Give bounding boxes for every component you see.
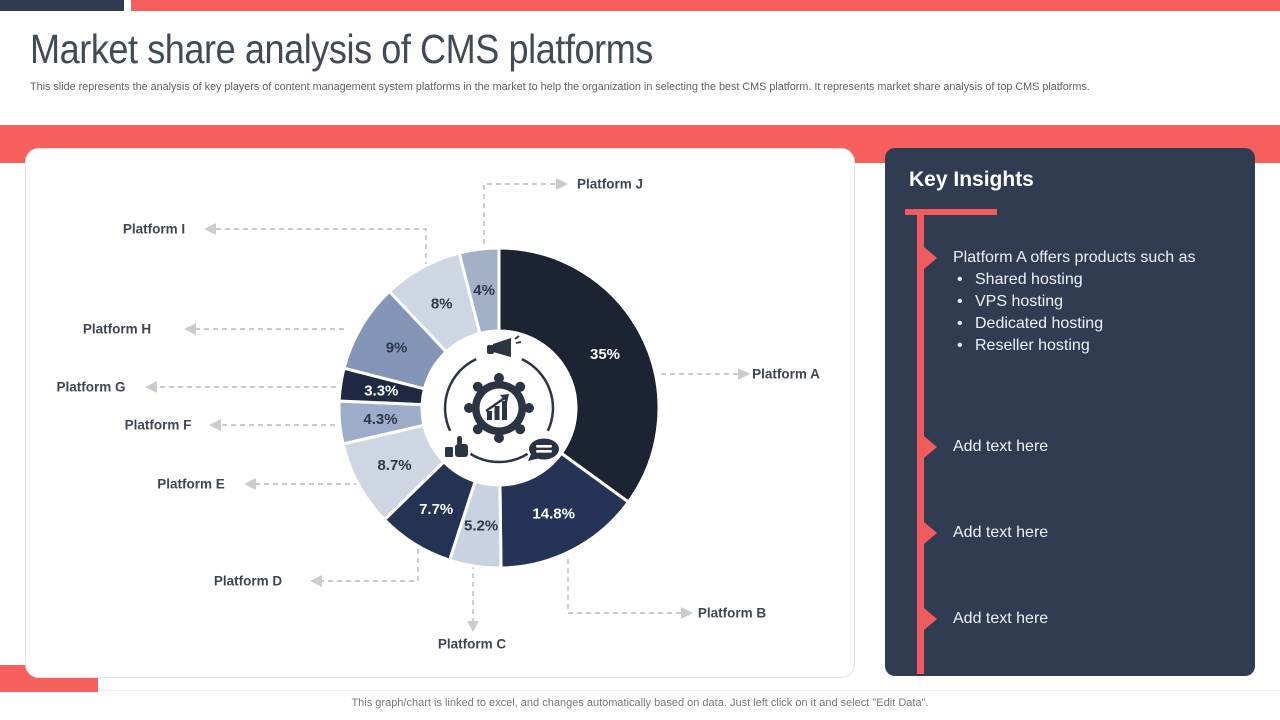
donut-segment-platform-a[interactable] (497, 246, 661, 504)
thumbs-up-glyph (445, 436, 468, 457)
megaphone-glyph (487, 335, 522, 357)
insight-item-placeholder-2[interactable]: Add text here (953, 524, 1049, 541)
label-platform-g: Platform G (56, 379, 126, 395)
insight-sub-item: VPS hosting (975, 291, 1215, 313)
segment-value-label: 8% (431, 296, 453, 313)
page-title: Market share analysis of CMS platforms (30, 26, 653, 72)
top-accent-red-bar (131, 0, 1280, 11)
insight-sub-list: Shared hostingVPS hostingDedicated hosti… (953, 269, 1215, 357)
cms-market-share-donut-chart[interactable]: 35% 14.8% 5.2% 7.7% 8.7% 4.3% 3.3% 9% 8% 4% (26, 149, 854, 677)
segment-value-label: 4.3% (363, 411, 397, 428)
segment-value-label: 7.7% (419, 501, 453, 518)
donut-chart-card[interactable]: 35% 14.8% 5.2% 7.7% 8.7% 4.3% 3.3% 9% 8% 4% (25, 148, 855, 678)
marketing-growth-gear-icon (443, 335, 559, 464)
insight-sub-item: Reseller hosting (975, 335, 1215, 357)
donut-segment-platform-j[interactable] (457, 246, 501, 335)
insight-sub-item: Dedicated hosting (975, 313, 1215, 335)
insight-sub-item: Shared hosting (975, 269, 1215, 291)
segment-value-label: 14.8% (532, 506, 575, 523)
key-insights-panel: Key Insights Platform A offers products … (885, 148, 1255, 676)
segment-value-label: 9% (386, 339, 408, 356)
insight-bullet-arrow (924, 247, 937, 269)
label-platform-c: Platform C (437, 636, 507, 652)
label-platform-h: Platform H (82, 321, 152, 337)
insights-accent-hbar (905, 209, 997, 215)
label-platform-f: Platform F (124, 417, 192, 433)
segment-value-label: 5.2% (464, 518, 498, 535)
label-platform-e: Platform E (157, 476, 225, 492)
segment-value-label: 35% (590, 346, 620, 363)
insight-item-platform-a: Platform A offers products such as Share… (953, 247, 1215, 357)
footer-divider (0, 690, 1280, 691)
segment-value-label: 3.3% (364, 382, 398, 399)
label-platform-b: Platform B (697, 605, 767, 621)
bar-chart-glyph (487, 401, 507, 420)
label-platform-d: Platform D (213, 573, 283, 589)
callout-leader-lines (145, 178, 750, 632)
key-insights-title: Key Insights (909, 168, 1034, 191)
insights-accent-vline (917, 209, 924, 674)
insight-bullet-arrow (924, 522, 937, 544)
page-subtitle: This slide represents the analysis of ke… (30, 81, 1090, 93)
segment-value-label: 4% (473, 282, 495, 299)
insight-bullet-arrow (924, 608, 937, 630)
insight-bullet-arrow (924, 436, 937, 458)
label-platform-a: Platform A (752, 366, 820, 382)
excel-link-footer-note: This graph/chart is linked to excel, and… (351, 697, 929, 709)
insight-item-placeholder-1[interactable]: Add text here (953, 438, 1049, 455)
segment-value-label: 8.7% (377, 457, 411, 474)
donut-segment-platform-b[interactable] (498, 451, 630, 570)
label-platform-i: Platform I (122, 221, 186, 237)
label-platform-j: Platform J (576, 176, 644, 192)
speech-bubble-glyph (528, 438, 559, 461)
insight-item-text: Platform A offers products such as (953, 249, 1196, 266)
insight-item-placeholder-3[interactable]: Add text here (953, 610, 1049, 627)
top-accent-navy-bar (0, 0, 124, 11)
